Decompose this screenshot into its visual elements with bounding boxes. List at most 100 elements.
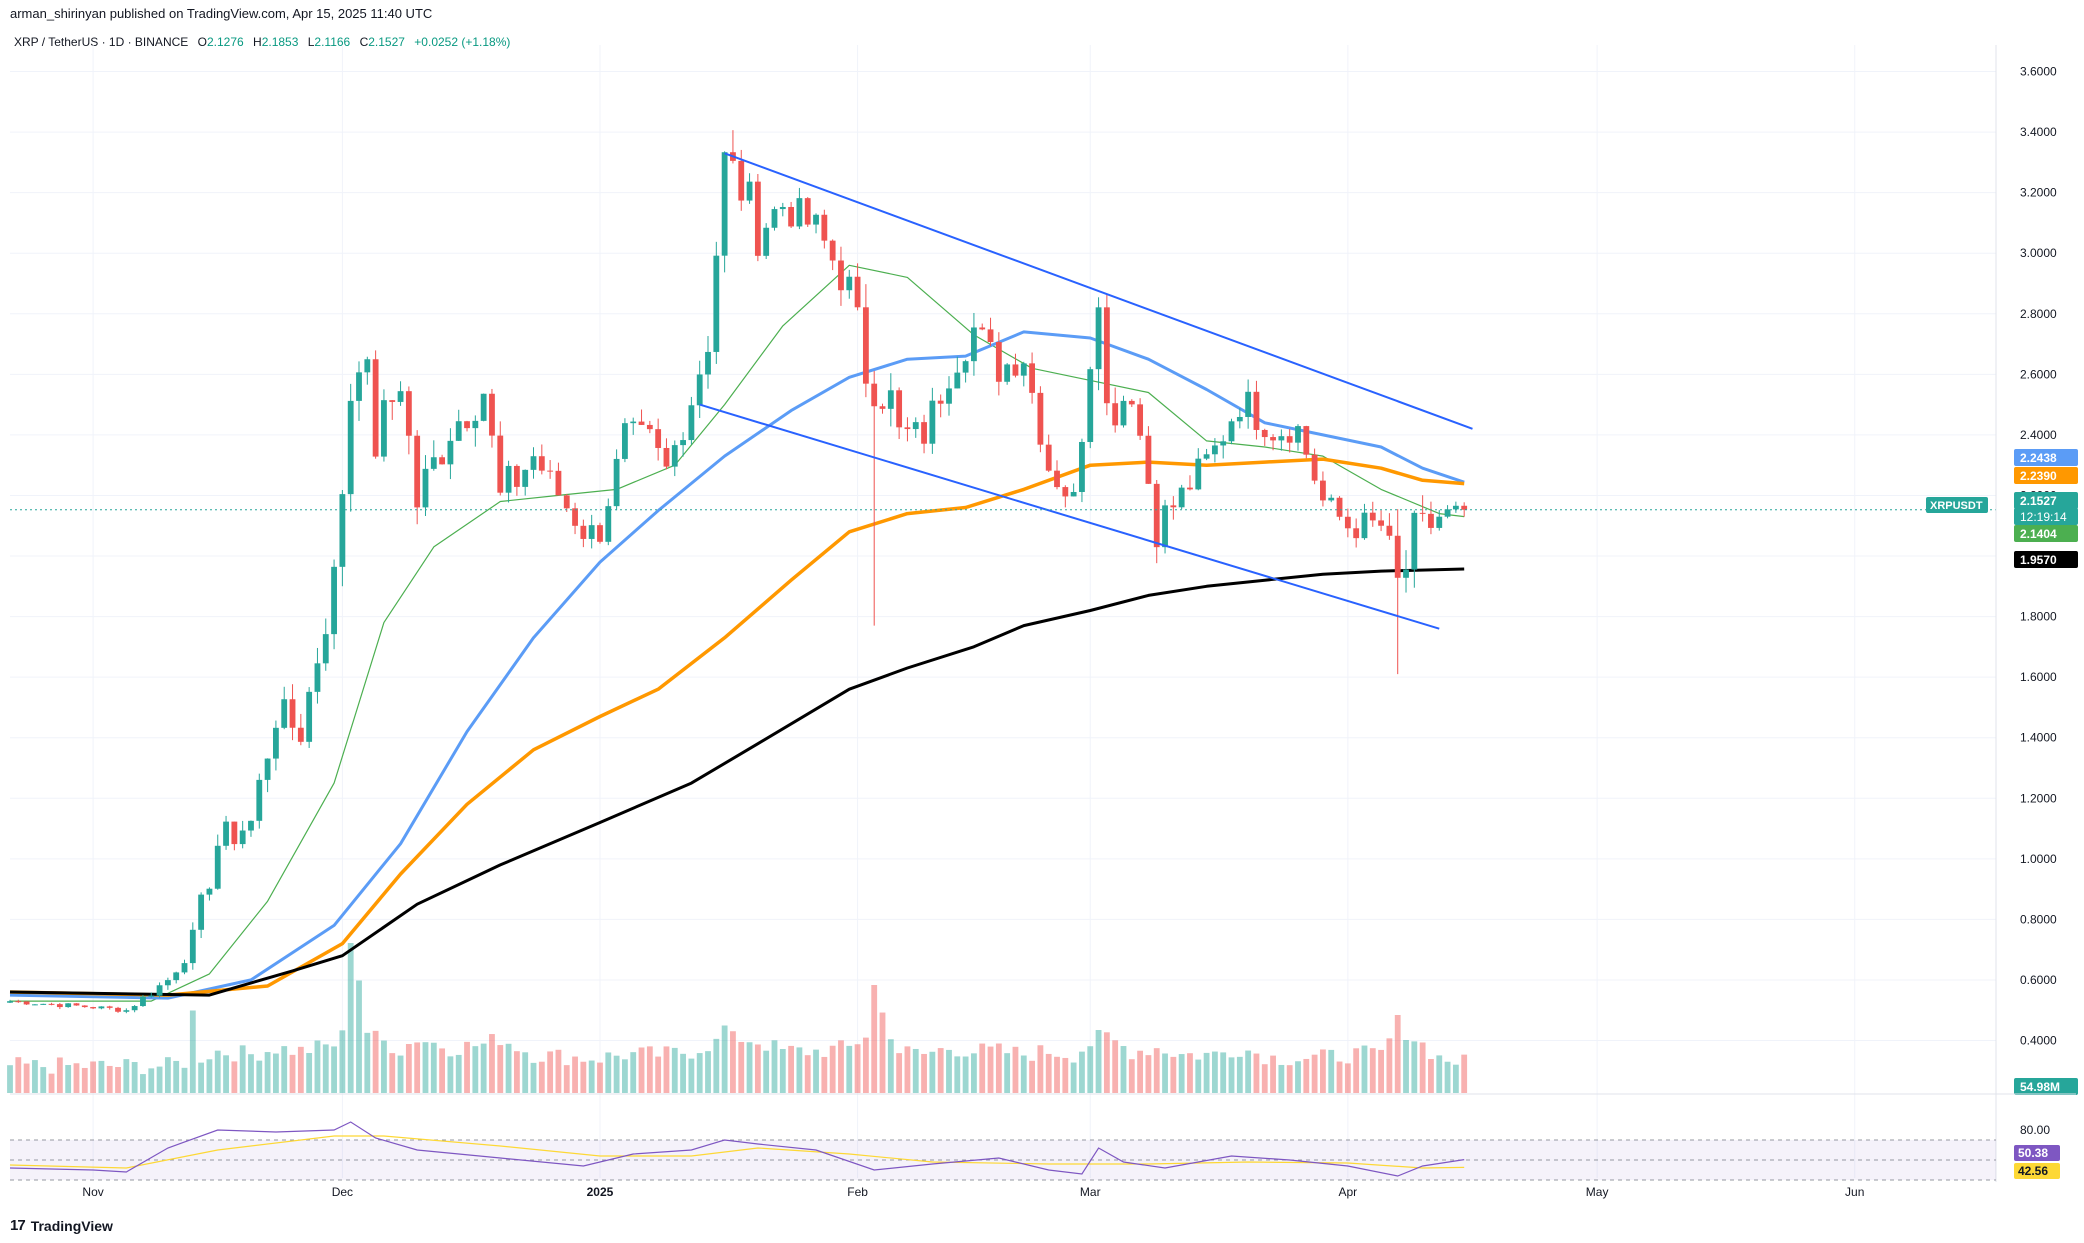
- candle-body: [572, 508, 578, 526]
- volume-bar: [630, 1052, 637, 1093]
- candle-body: [1245, 391, 1252, 417]
- volume-bar: [1419, 1042, 1426, 1093]
- candle-body: [15, 1001, 22, 1003]
- volume-bar: [721, 1025, 728, 1093]
- candle-body: [1369, 512, 1376, 521]
- volume-bar: [81, 1067, 88, 1093]
- price-badge-label: 2.1527: [2020, 494, 2057, 508]
- tradingview-logo-icon: 17: [10, 1217, 26, 1234]
- candle-body: [1103, 307, 1110, 404]
- volume-bar: [322, 1044, 329, 1093]
- volume-bar: [98, 1060, 105, 1093]
- volume-bar: [1062, 1057, 1069, 1093]
- volume-bar: [1245, 1050, 1252, 1093]
- volume-bar: [356, 980, 362, 1093]
- candle-body: [489, 393, 495, 436]
- volume-bar: [272, 1053, 279, 1093]
- candle-body: [705, 351, 711, 375]
- candle-body: [613, 458, 620, 507]
- candle-body: [929, 400, 936, 444]
- candle-body: [331, 566, 337, 635]
- volume-bar: [1004, 1053, 1011, 1093]
- volume-bar: [40, 1067, 47, 1093]
- candle-body: [1386, 525, 1393, 536]
- volume-bar: [422, 1042, 429, 1093]
- volume-bar: [173, 1060, 180, 1093]
- volume-bar: [655, 1056, 662, 1093]
- volume-bar: [871, 985, 878, 1093]
- volume-bar: [954, 1056, 961, 1093]
- candle-body: [771, 209, 778, 228]
- candle-body: [198, 894, 205, 930]
- volume-bar: [1178, 1054, 1185, 1093]
- candle-body: [1203, 454, 1210, 459]
- candle-body: [364, 359, 371, 373]
- volume-bar: [389, 1053, 396, 1093]
- volume-bar: [480, 1043, 487, 1093]
- candle-body: [1344, 516, 1351, 529]
- volume-bar: [1452, 1064, 1459, 1093]
- symbol-name[interactable]: XRP / TetherUS · 1D · BINANCE: [14, 35, 189, 49]
- bar-countdown-label: 12:19:14: [2020, 510, 2067, 524]
- volume-bar: [414, 1042, 421, 1093]
- symbol-legend[interactable]: XRP / TetherUS · 1D · BINANCE O2.1276 H2…: [14, 35, 510, 49]
- volume-bar: [106, 1065, 113, 1093]
- volume-bar: [73, 1063, 80, 1093]
- candle-body: [1153, 483, 1160, 548]
- volume-bar: [813, 1049, 819, 1093]
- candle-body: [538, 456, 545, 471]
- volume-bar: [1411, 1041, 1418, 1093]
- volume-bar: [214, 1050, 221, 1093]
- price-badge: [2014, 467, 2078, 484]
- candle-body: [663, 447, 670, 467]
- time-tick-label: Apr: [1339, 1185, 1358, 1199]
- candle-body: [912, 422, 919, 430]
- candle-body: [979, 327, 986, 330]
- price-tick-label: 3.0000: [2020, 246, 2057, 260]
- rsi-ma-line: [9, 1135, 1465, 1169]
- candle-body: [1270, 437, 1276, 441]
- candle-body: [65, 1003, 72, 1008]
- volume-bar: [248, 1054, 254, 1093]
- candle-body: [414, 435, 421, 508]
- volume-bar: [663, 1046, 670, 1093]
- candle-body: [1029, 363, 1035, 393]
- volume-bar: [1336, 1061, 1343, 1093]
- candle-body: [173, 972, 180, 981]
- candle-body: [372, 359, 379, 457]
- volume-bar: [1203, 1052, 1210, 1093]
- candle-body: [688, 405, 695, 441]
- candle-body: [696, 374, 703, 406]
- open-value: 2.1276: [206, 35, 244, 49]
- volume-bar: [896, 1053, 903, 1093]
- rsi-value-badge: [2014, 1145, 2060, 1161]
- candle-body: [1228, 421, 1235, 442]
- candle-body: [796, 198, 803, 227]
- time-tick-label: Mar: [1080, 1185, 1101, 1199]
- volume-bar: [1261, 1064, 1268, 1093]
- candle-body: [131, 1006, 138, 1011]
- low-value: 2.1166: [314, 35, 351, 49]
- volume-bar: [804, 1055, 811, 1093]
- candle-body: [754, 181, 761, 256]
- volume-layer: [7, 943, 1468, 1093]
- volume-bar: [904, 1046, 911, 1093]
- candle-body: [854, 276, 861, 308]
- candle-body: [813, 214, 819, 225]
- close-label: C: [359, 35, 369, 49]
- volume-badge-label: 54.98M: [2020, 1080, 2060, 1094]
- volume-bar: [1095, 1030, 1102, 1093]
- volume-bar: [987, 1046, 994, 1093]
- volume-bar: [921, 1053, 927, 1093]
- price-badge: [2014, 508, 2078, 525]
- volume-bar: [563, 1065, 570, 1093]
- tradingview-brand[interactable]: 17 TradingView: [10, 1217, 113, 1234]
- volume-bar: [1153, 1048, 1160, 1093]
- price-tick-label: 1.4000: [2020, 731, 2057, 745]
- volume-bar: [181, 1067, 188, 1093]
- candle-body: [430, 457, 437, 469]
- candle-body: [622, 423, 628, 459]
- candle-body: [1278, 436, 1285, 441]
- price-tick-label: 2.8000: [2020, 307, 2057, 321]
